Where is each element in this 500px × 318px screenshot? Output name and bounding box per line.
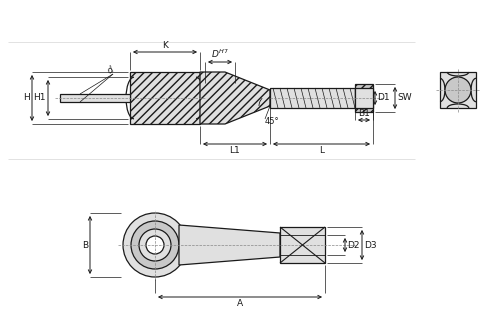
Bar <box>60 94 130 102</box>
Text: H: H <box>23 93 30 102</box>
Text: L: L <box>319 146 324 155</box>
Polygon shape <box>130 72 200 124</box>
Bar <box>355 88 373 108</box>
Circle shape <box>139 229 171 261</box>
Polygon shape <box>179 225 280 265</box>
Text: B1: B1 <box>358 109 370 118</box>
Text: $D^{H7}$: $D^{H7}$ <box>211 48 229 60</box>
Text: B: B <box>82 240 88 250</box>
Text: D3: D3 <box>364 240 376 250</box>
Bar <box>355 84 373 112</box>
Circle shape <box>123 213 187 277</box>
Circle shape <box>211 89 229 107</box>
Circle shape <box>205 83 235 113</box>
Polygon shape <box>200 72 270 124</box>
Bar <box>280 227 325 263</box>
Text: A: A <box>237 299 243 308</box>
Text: D1: D1 <box>377 93 390 102</box>
Bar <box>270 88 355 108</box>
Text: 45°: 45° <box>265 116 280 126</box>
Circle shape <box>445 77 471 103</box>
Bar <box>355 84 373 112</box>
Circle shape <box>131 221 179 269</box>
Text: d: d <box>105 65 115 75</box>
Text: L1: L1 <box>230 146 240 155</box>
Text: SW: SW <box>397 93 411 102</box>
Circle shape <box>146 236 164 254</box>
Text: K: K <box>162 41 168 50</box>
Text: H1: H1 <box>34 93 46 102</box>
Text: D2: D2 <box>347 240 360 250</box>
Bar <box>440 72 476 108</box>
